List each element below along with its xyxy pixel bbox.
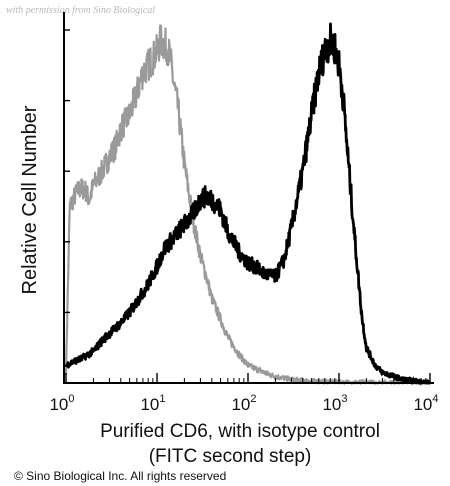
x-tick-label: 100 xyxy=(49,393,74,414)
series-1-histogram-line xyxy=(64,24,432,385)
copyright-notice: © Sino Biological Inc. All rights reserv… xyxy=(14,469,226,483)
series-layer xyxy=(64,22,432,387)
x-tick-label: 102 xyxy=(231,393,256,414)
x-axis-label-line1: Purified CD6, with isotype control xyxy=(100,421,380,442)
series-1-histogram-texture xyxy=(65,26,431,387)
watermark-text: with permission from Sino Biological xyxy=(6,5,155,16)
series-2-histogram-texture xyxy=(65,24,431,387)
x-tick-label: 103 xyxy=(322,393,347,414)
tick-layer xyxy=(64,29,431,384)
x-tick-labels: 100 101 102 103 104 xyxy=(49,393,438,414)
x-tick-label: 104 xyxy=(413,393,438,414)
series-2-histogram-line xyxy=(64,22,432,385)
series-2 xyxy=(64,22,432,387)
y-axis-label: Relative Cell Number xyxy=(19,105,41,294)
x-axis-label-line2: (FITC second step) xyxy=(149,446,312,467)
series-1 xyxy=(64,24,432,387)
x-tick-label: 101 xyxy=(140,393,165,414)
